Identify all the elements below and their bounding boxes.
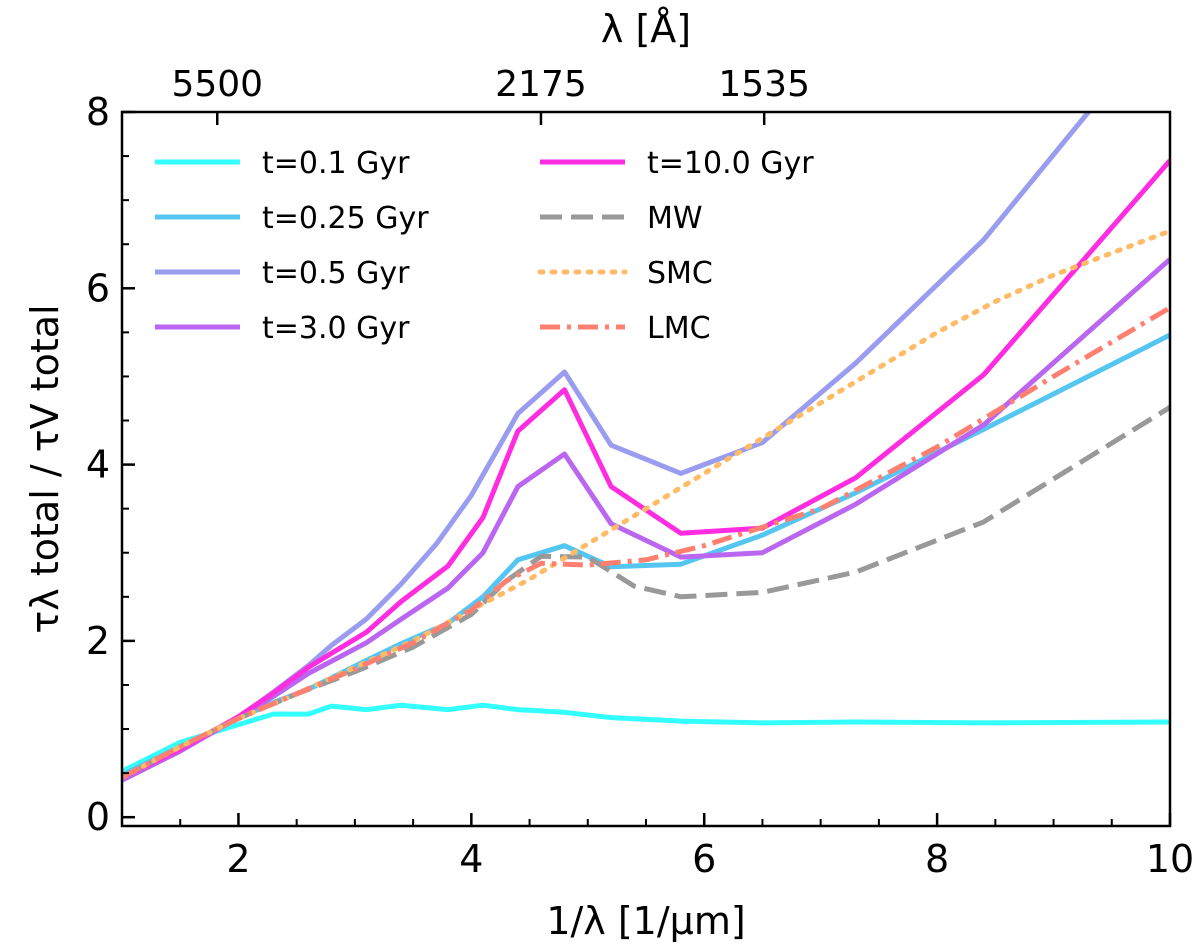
x-tick-label: 2 xyxy=(226,837,250,881)
series-line-7 xyxy=(122,305,1170,780)
legend-label: MW xyxy=(647,201,703,236)
legend-label: t=0.25 Gyr xyxy=(262,201,429,236)
legend-label: t=0.1 Gyr xyxy=(262,146,410,181)
plot-background xyxy=(122,112,1170,826)
legend-label: LMC xyxy=(647,311,711,346)
top-tick-label: 1535 xyxy=(718,64,810,105)
legend-label: t=0.5 Gyr xyxy=(262,256,410,291)
series-line-0 xyxy=(122,702,1170,774)
legend-label: t=3.0 Gyr xyxy=(262,311,410,346)
y-tick-label: 8 xyxy=(86,90,110,134)
x-tick-label: 8 xyxy=(925,837,949,881)
y-tick-label: 2 xyxy=(86,619,110,663)
legend-label: SMC xyxy=(647,256,713,291)
legend: t=0.1 Gyr t=0.25 Gyr t=0.5 Gyr t=3.0 Gyr t=1… xyxy=(155,146,814,346)
plot-frame xyxy=(120,110,1172,828)
x-axis-title: 1/λ [1/μm] xyxy=(546,899,745,943)
top-axis-title: λ [Å] xyxy=(601,7,691,51)
legend-label: t=10.0 Gyr xyxy=(647,146,814,181)
x-tick-label: 6 xyxy=(692,837,716,881)
series-layer xyxy=(122,112,1170,783)
x-tick-label: 10 xyxy=(1146,837,1194,881)
y-tick-label: 6 xyxy=(86,266,110,310)
top-tick-label: 2175 xyxy=(495,64,587,105)
y-tick-label: 0 xyxy=(86,795,110,839)
y-axis-title: τλ total / τV total xyxy=(23,304,67,633)
series-line-4 xyxy=(122,158,1170,780)
x-tick-label: 4 xyxy=(459,837,483,881)
y-tick-label: 4 xyxy=(86,443,110,487)
top-tick-label: 5500 xyxy=(171,64,263,105)
